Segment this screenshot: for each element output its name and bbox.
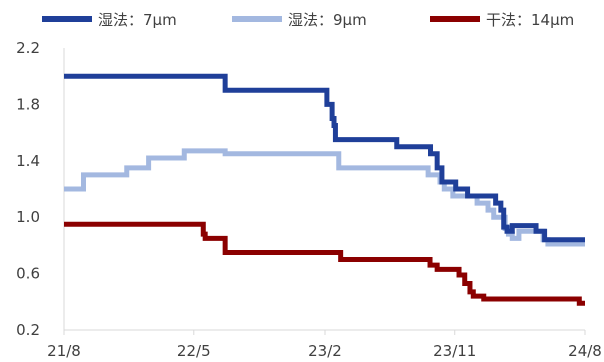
plot-series [64,73,585,306]
legend-label-wet-7um: 湿法：7μm [98,11,177,29]
series-line-wet-7um [64,73,585,243]
legend-item-wet-7um: 湿法：7μm [42,11,177,29]
y-tick-label: 1.4 [16,152,40,170]
y-tick-label: 1.8 [16,95,40,113]
y-tick-label: 2.2 [16,39,40,57]
y-tick-label: 0.6 [16,265,40,283]
y-tick-label: 0.2 [16,321,40,339]
x-axis-ticks: 21/8 22/5 23/2 23/11 24/8 [47,330,602,360]
series-line-dry-14um [64,221,585,306]
x-tick-label: 21/8 [47,342,81,360]
y-tick-label: 1.0 [16,208,40,226]
x-tick-label: 24/8 [568,342,602,360]
y-axis-ticks: 0.2 0.6 1.0 1.4 1.8 2.2 [16,39,40,339]
legend-label-wet-9um: 湿法：9μm [288,11,367,29]
legend: 湿法：7μm 湿法：9μm 干法：14μm [42,11,574,29]
legend-item-wet-9um: 湿法：9μm [232,11,367,29]
x-tick-label: 22/5 [177,342,211,360]
x-tick-label: 23/11 [433,342,476,360]
legend-item-dry-14um: 干法：14μm [430,11,574,29]
legend-label-dry-14um: 干法：14μm [486,11,574,29]
x-tick-label: 23/2 [308,342,342,360]
